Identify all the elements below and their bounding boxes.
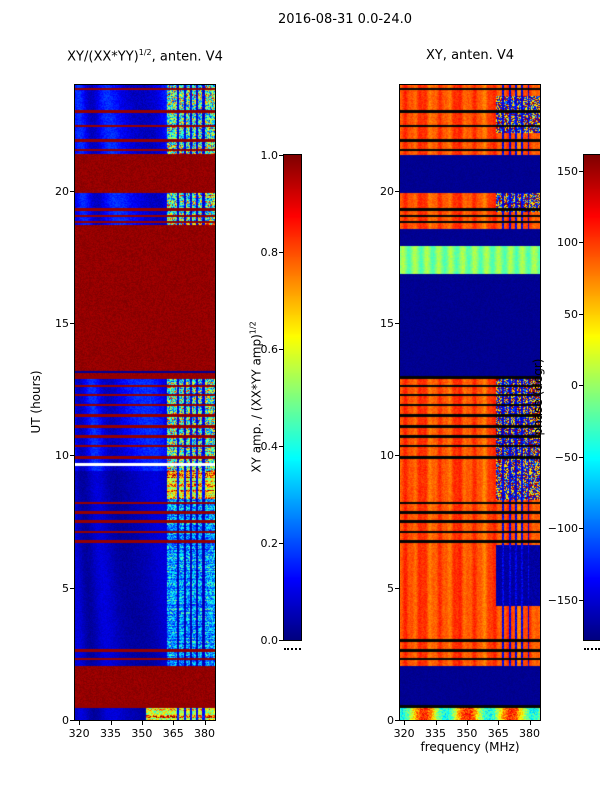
y-tick-label: 0 [62, 714, 69, 727]
left-colorbar-canvas [284, 155, 301, 640]
y-tick-label: 15 [380, 317, 394, 331]
left-colorbar-label-sup: 1/2 [248, 321, 258, 335]
x-tick-label: 380 [519, 727, 541, 740]
x-tick-label: 365 [162, 727, 184, 740]
y-tick-label: 5 [62, 581, 69, 595]
left-colorbar [283, 154, 302, 641]
right-panel-title: XY, anten. V4 [425, 48, 515, 63]
colorbar-tick-label: 100 [557, 236, 578, 250]
left-colorbar-label-main: XY amp. / (XX*YY amp) [249, 334, 264, 473]
right-colorbar [583, 154, 600, 641]
x-tick-label: 320 [393, 727, 415, 740]
colorbar-tick-label: −150 [547, 593, 578, 607]
x-axis-label: frequency (MHz) [420, 740, 520, 754]
x-tick-label: 320 [68, 727, 90, 740]
x-tick-label: 380 [194, 727, 216, 740]
x-tick-mark [110, 721, 112, 725]
y-tick-label: 20 [380, 184, 394, 198]
x-tick-mark [173, 721, 175, 725]
x-tick-mark [435, 721, 437, 725]
y-tick-label: 10 [55, 449, 69, 463]
colorbar-tick-label: 150 [557, 164, 578, 178]
right-colorbar-label: phase (degr) [531, 358, 545, 436]
x-tick-label: 335 [100, 727, 122, 740]
x-tick-mark [404, 721, 406, 725]
x-tick-label: 350 [131, 727, 153, 740]
colorbar-tick-label: 1.0 [260, 149, 279, 162]
x-tick-label: 335 [425, 727, 447, 740]
left-panel-title-sup: 1/2 [138, 48, 152, 57]
colorbar-tick-label: 50 [564, 307, 578, 321]
left-panel-title-rest: , anten. V4 [151, 49, 223, 65]
left-colorbar-label: XY amp. / (XX*YY amp)1/2 [249, 321, 264, 472]
x-tick-label: 350 [456, 727, 478, 740]
x-tick-mark [204, 721, 206, 725]
y-tick-label: 15 [55, 317, 69, 331]
y-tick-label: 5 [387, 581, 394, 595]
x-tick-mark [79, 721, 81, 725]
left-heatmap-panel [74, 84, 216, 721]
left-panel-title: XY/(XX*YY)1/2, anten. V4 [67, 48, 223, 64]
y-tick-label: 0 [387, 714, 394, 727]
right-colorbar-canvas [584, 155, 600, 640]
x-tick-label: 365 [487, 727, 509, 740]
x-tick-mark [498, 721, 500, 725]
figure-title: 2016-08-31 0.0-24.0 [278, 12, 412, 27]
x-tick-mark [466, 721, 468, 725]
y-tick-label: 20 [55, 184, 69, 198]
colorbar-extend-dots [584, 648, 600, 650]
right-heatmap-panel [399, 84, 541, 721]
x-tick-mark [141, 721, 143, 725]
colorbar-tick-label: −50 [554, 450, 578, 464]
colorbar-tick-label: 0.0 [260, 634, 279, 647]
colorbar-tick-label: 0.8 [260, 246, 279, 259]
left-heatmap-canvas [75, 85, 215, 720]
right-heatmap-canvas [400, 85, 540, 720]
x-tick-mark [529, 721, 531, 725]
left-panel-title-main: XY/(XX*YY) [67, 49, 139, 65]
y-tick-label: 10 [380, 449, 394, 463]
colorbar-tick-label: 0.2 [260, 537, 279, 550]
y-axis-label: UT (hours) [29, 370, 43, 434]
colorbar-tick-label: −100 [547, 522, 578, 536]
colorbar-extend-dots [284, 648, 301, 650]
